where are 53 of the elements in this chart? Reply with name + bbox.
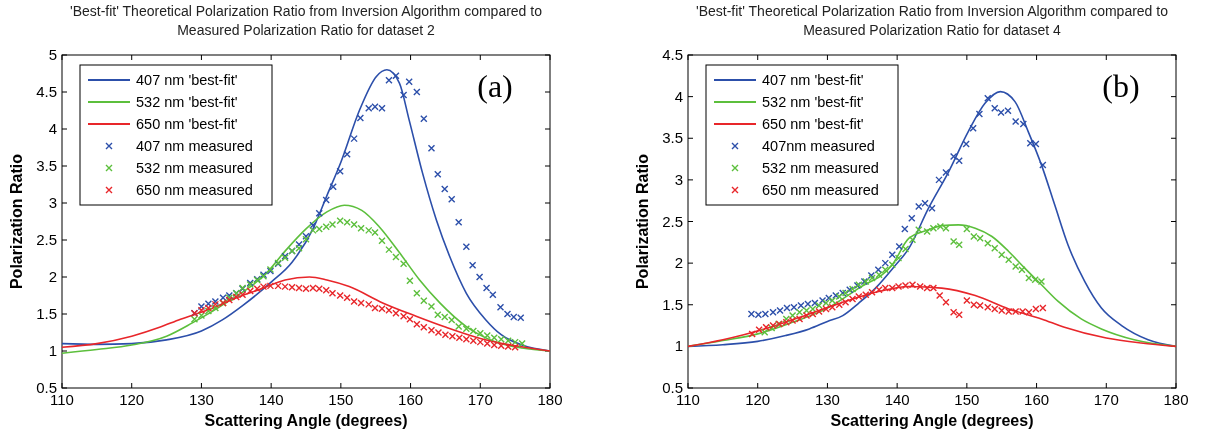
y-tick-label: 4.5 [662, 46, 683, 63]
y-tick-label: 2 [48, 268, 57, 285]
y-tick-label: 5 [48, 46, 57, 63]
y-tick-label: 2 [674, 254, 683, 272]
legend-label: 650 nm 'best-fit' [762, 116, 864, 132]
y-tick-label: 3.5 [36, 157, 57, 174]
y-axis-title: Polarization Ratio [8, 153, 25, 290]
x-tick-label: 150 [328, 391, 354, 408]
y-tick-label: 4.5 [36, 83, 57, 100]
x-tick-label: 130 [814, 391, 840, 408]
y-tick-label: 1 [674, 337, 683, 355]
legend-label: 532 nm 'best-fit' [136, 94, 238, 110]
y-tick-label: 2.5 [662, 212, 683, 230]
y-tick-label: 1.5 [36, 305, 57, 322]
legend-label: 407 nm 'best-fit' [762, 72, 864, 88]
annotation: (a) [477, 68, 513, 104]
legend-label: 407 nm measured [136, 138, 253, 154]
annotation: (b) [1102, 68, 1140, 104]
chart-title: 'Best-fit' Theoretical Polarization Ratio from Inversion Algorithm compared to Measured Polarization Ratio for dataset 2 [70, 3, 543, 38]
x-tick-label: 160 [398, 391, 424, 408]
y-tick-label: 1 [48, 342, 57, 359]
y-tick-label: 3.5 [662, 129, 683, 147]
legend-label: 532 nm measured [762, 160, 879, 176]
chart-title: 'Best-fit' Theoretical Polarization Ratio from Inversion Algorithm compared to Measured Polarization Ratio for dataset 4 [696, 3, 1169, 38]
y-tick-label: 4 [674, 87, 683, 105]
legend-label: 532 nm 'best-fit' [762, 94, 864, 110]
x-tick-label: 160 [1024, 391, 1050, 408]
y-tick-label: 1.5 [662, 295, 683, 313]
x-tick-label: 150 [954, 391, 980, 408]
legend-label: 650 nm measured [762, 182, 879, 198]
x-tick-label: 140 [258, 391, 284, 408]
legend-label: 650 nm 'best-fit' [136, 116, 238, 132]
y-tick-label: 0.5 [662, 379, 683, 396]
x-tick-label: 170 [1093, 391, 1119, 408]
x-axis-title: Scattering Angle (degrees) [830, 412, 1034, 429]
x-tick-label: 170 [467, 391, 493, 408]
y-tick-label: 3 [48, 194, 57, 211]
y-axis-title: Polarization Ratio [634, 153, 651, 290]
y-tick-label: 3 [674, 170, 683, 188]
x-tick-label: 130 [188, 391, 214, 408]
x-tick-label: 180 [537, 391, 563, 408]
x-tick-label: 120 [745, 391, 771, 408]
legend-label: 532 nm measured [136, 160, 253, 176]
legend-label: 407nm measured [762, 138, 875, 154]
y-tick-label: 2.5 [36, 231, 57, 248]
x-axis-title: Scattering Angle (degrees) [204, 412, 408, 429]
legend-label: 407 nm 'best-fit' [136, 72, 238, 88]
y-tick-label: 4 [48, 120, 57, 137]
x-tick-label: 120 [119, 391, 145, 408]
legend-label: 650 nm measured [136, 182, 253, 198]
x-tick-label: 140 [884, 391, 910, 408]
y-tick-label: 0.5 [36, 379, 57, 396]
x-tick-label: 180 [1163, 391, 1189, 408]
